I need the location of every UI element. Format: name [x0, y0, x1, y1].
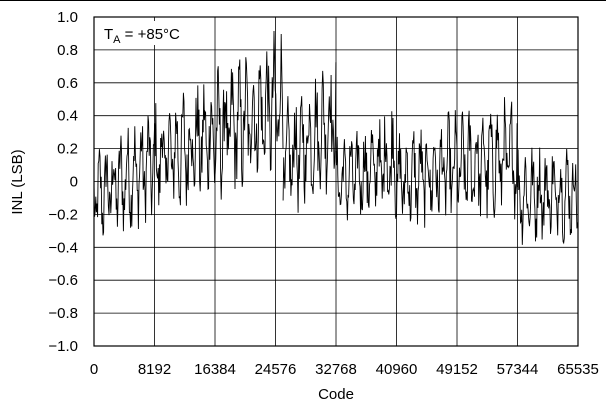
annotation-main: T — [104, 26, 113, 43]
x-tick-label: 24576 — [255, 361, 297, 378]
x-tick-label: 65535 — [557, 361, 599, 378]
annotation-sub: A — [113, 34, 121, 46]
annotation-box — [98, 21, 194, 45]
plot-area-frame — [93, 16, 579, 347]
x-tick-label: 16384 — [194, 361, 236, 378]
data-layer — [93, 30, 578, 245]
temperature-annotation: TA = +85°C — [104, 26, 180, 46]
inl-trace-segment — [517, 147, 578, 245]
y-axis-label: INL (LSB) — [9, 149, 26, 214]
inl-trace-segment — [335, 111, 397, 221]
x-tick-label: 40960 — [376, 361, 418, 378]
y-tick-label: −1.0 — [48, 338, 78, 355]
x-tick-labels: 0 8192 16384 24576 32768 40960 49152 57344 65535 — [90, 361, 599, 378]
annotation-rest: = +85°C — [121, 26, 181, 43]
x-tick-label: 0 — [90, 361, 98, 378]
y-tick-label: 0 — [70, 174, 78, 191]
y-tick-label: 0.2 — [57, 141, 78, 158]
x-tick-label: 57344 — [497, 361, 539, 378]
x-tick-label: 49152 — [436, 361, 478, 378]
y-tick-label: −0.2 — [48, 206, 78, 223]
x-tick-label: 32768 — [315, 361, 357, 378]
top-rule — [0, 0, 606, 1]
y-tick-label: 1.0 — [57, 9, 78, 26]
x-axis-label: Code — [318, 386, 354, 403]
y-tick-label: −0.4 — [48, 239, 78, 256]
x-tick-label: 8192 — [138, 361, 171, 378]
y-tick-label: 0.8 — [57, 42, 78, 59]
y-tick-label: −0.6 — [48, 272, 78, 289]
inl-trace-segment — [93, 30, 284, 236]
inl-trace-segment — [396, 97, 518, 228]
y-tick-label: 0.6 — [57, 75, 78, 92]
y-tick-label: 0.4 — [57, 108, 78, 125]
y-tick-label: −0.8 — [48, 305, 78, 322]
y-tick-labels: 1.0 0.8 0.6 0.4 0.2 0 −0.2 −0.4 −0.6 −0.8 −1.0 — [48, 9, 78, 355]
inl-trace-segment — [282, 62, 337, 213]
